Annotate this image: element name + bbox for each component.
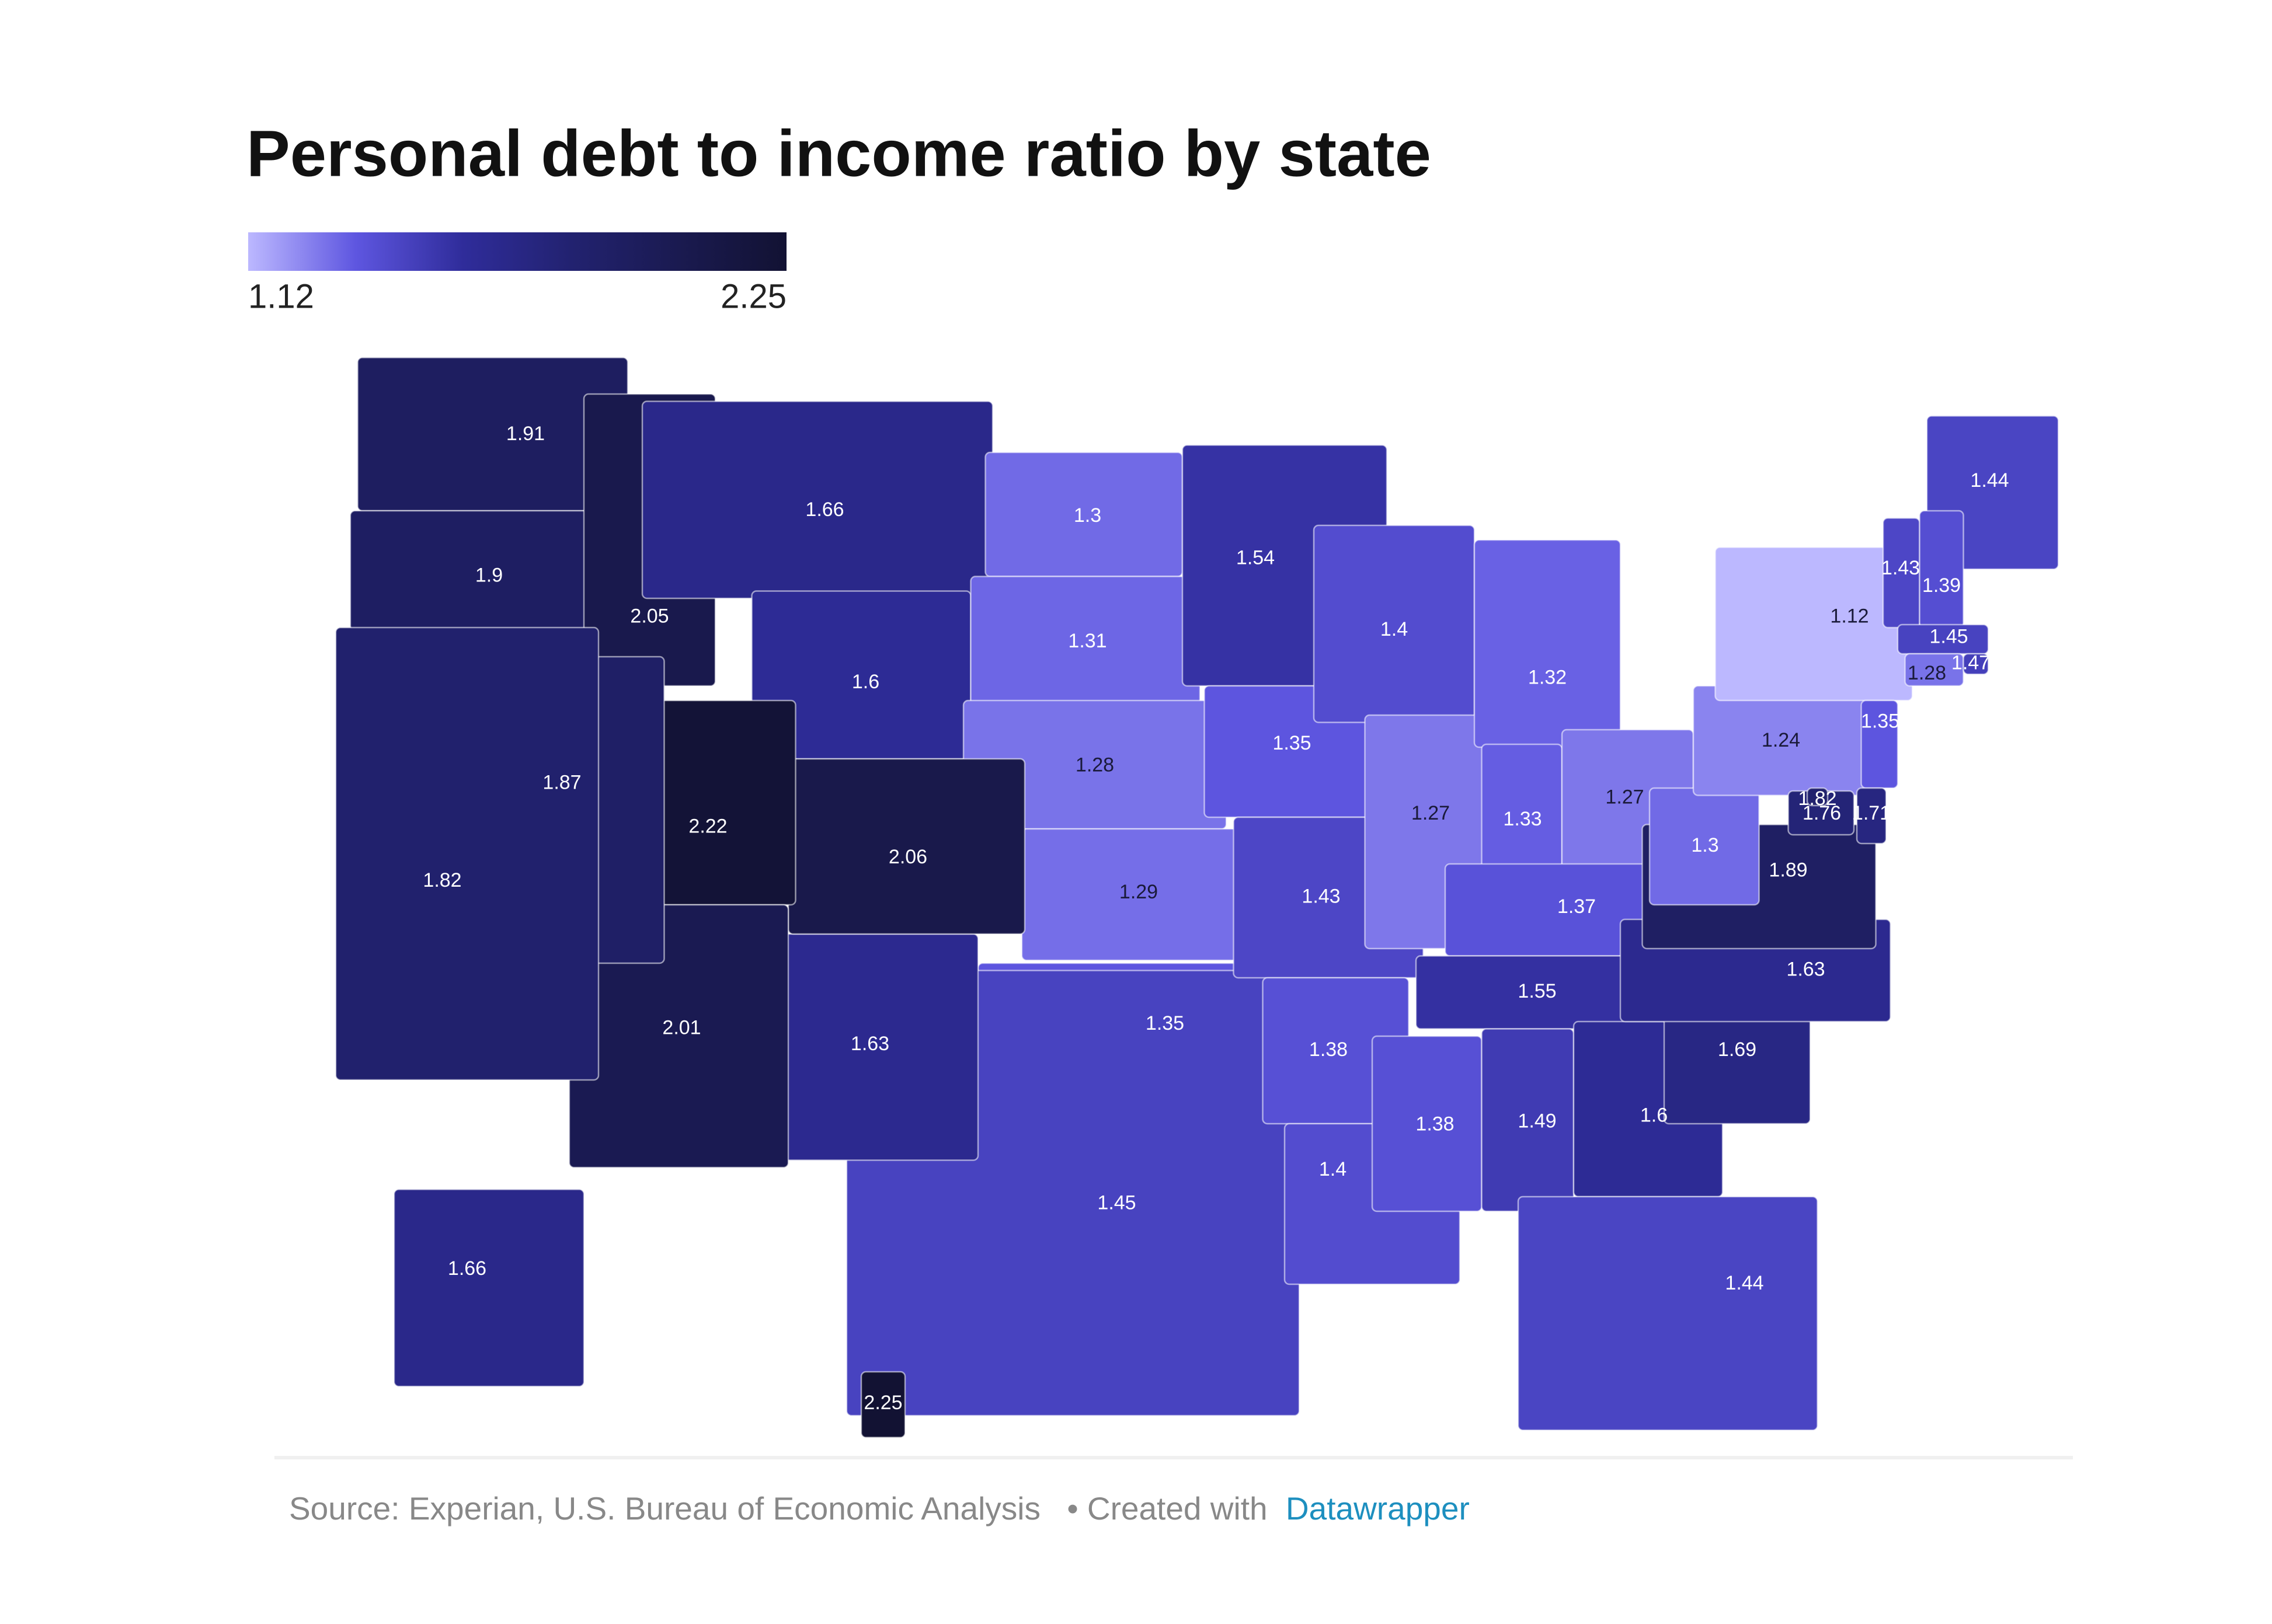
state-value-label: 1.28 <box>1908 662 1946 684</box>
state <box>393 1189 585 1388</box>
state-value-label: 1.4 <box>1319 1158 1347 1180</box>
state-value-label: 1.82 <box>1798 787 1836 810</box>
state-value-label: 1.63 <box>851 1033 889 1055</box>
state-value-label: 2.05 <box>630 605 669 627</box>
state-value-label: 1.63 <box>1786 958 1825 980</box>
credit: • Created with <box>1067 1490 1267 1527</box>
state <box>1963 653 1989 675</box>
state-value-label: 1.55 <box>1518 980 1556 1002</box>
state <box>1856 787 1887 845</box>
state-value-label: 2.01 <box>662 1016 701 1038</box>
source: Source: Experian, U.S. Bureau of Economi… <box>289 1490 1041 1527</box>
state-value-label: 1.35 <box>1146 1012 1184 1034</box>
state-value-label: 1.33 <box>1503 808 1542 830</box>
state-value-label: 1.27 <box>1605 786 1644 808</box>
state-value-label: 1.45 <box>1097 1191 1136 1214</box>
state-value-label: 1.12 <box>1830 605 1869 627</box>
state-value-label: 1.44 <box>1725 1272 1763 1294</box>
state-value-label: 2.22 <box>688 815 727 837</box>
state-value-label: 2.06 <box>889 846 927 868</box>
state <box>1517 1196 1818 1431</box>
state-value-label: 1.43 <box>1881 557 1920 579</box>
map: 1.91 1.9 2.05 1.66 1.6 1.3 1.31 1.28 1.29 1.35 1.4… <box>335 357 2059 1438</box>
state-value-label: 1.76 <box>1803 802 1841 824</box>
state-value-label: 1.89 <box>1769 859 1807 881</box>
state-value-label: 1.6 <box>1640 1104 1668 1126</box>
state-value-label: 1.27 <box>1411 802 1450 824</box>
state <box>860 1371 906 1438</box>
state-value-label: 1.69 <box>1718 1038 1756 1061</box>
state-value-label: 1.29 <box>1119 881 1158 903</box>
state-value-label: 1.66 <box>805 499 844 521</box>
state-value-label: 1.6 <box>852 671 879 693</box>
state-value-label: 1.82 <box>423 869 461 891</box>
state-value-label: 1.3 <box>1691 834 1718 856</box>
state-value-label: 1.47 <box>1951 651 1990 674</box>
state <box>1806 787 1829 807</box>
state-value-label: 1.71 <box>1852 802 1891 824</box>
state-value-label: 1.3 <box>1074 504 1101 527</box>
state <box>1919 510 1964 629</box>
legend-min-label: 1.12 <box>248 277 314 315</box>
state-value-label: 1.54 <box>1236 546 1275 569</box>
state <box>1473 539 1622 748</box>
state-value-label: 1.43 <box>1302 885 1340 907</box>
footer: Source: Experian, U.S. Bureau of Economi… <box>289 1490 1470 1527</box>
state-value-label: 2.25 <box>864 1392 902 1414</box>
state-value-label: 1.35 <box>1272 732 1311 754</box>
state-value-label: 1.9 <box>475 564 503 586</box>
chart-title: Personal debt to income ratio by state <box>246 117 1431 190</box>
state-value-label: 1.39 <box>1922 574 1961 597</box>
state-value-label: 1.31 <box>1068 630 1107 652</box>
state <box>335 626 600 1081</box>
state-value-label: 1.87 <box>542 771 581 793</box>
legend-max-label: 2.25 <box>721 277 787 315</box>
state-value-label: 1.32 <box>1528 666 1567 688</box>
credit-link[interactable]: Datawrapper <box>1286 1490 1470 1527</box>
state-value-label: 1.37 <box>1557 895 1596 918</box>
state-value-label: 1.38 <box>1415 1113 1454 1135</box>
state-value-label: 1.66 <box>448 1257 486 1280</box>
state-value-label: 1.45 <box>1929 625 1968 647</box>
state-value-label: 1.44 <box>1970 469 2009 492</box>
state-value-label: 1.4 <box>1380 618 1408 640</box>
state-value-label: 1.35 <box>1861 710 1899 732</box>
state-value-label: 1.38 <box>1309 1038 1348 1061</box>
legend-gradient <box>248 232 787 271</box>
state-value-label: 1.49 <box>1518 1110 1556 1132</box>
state-value-label: 1.91 <box>506 423 545 445</box>
state-value-label: 1.28 <box>1076 754 1114 776</box>
state-value-label: 1.24 <box>1762 729 1800 751</box>
